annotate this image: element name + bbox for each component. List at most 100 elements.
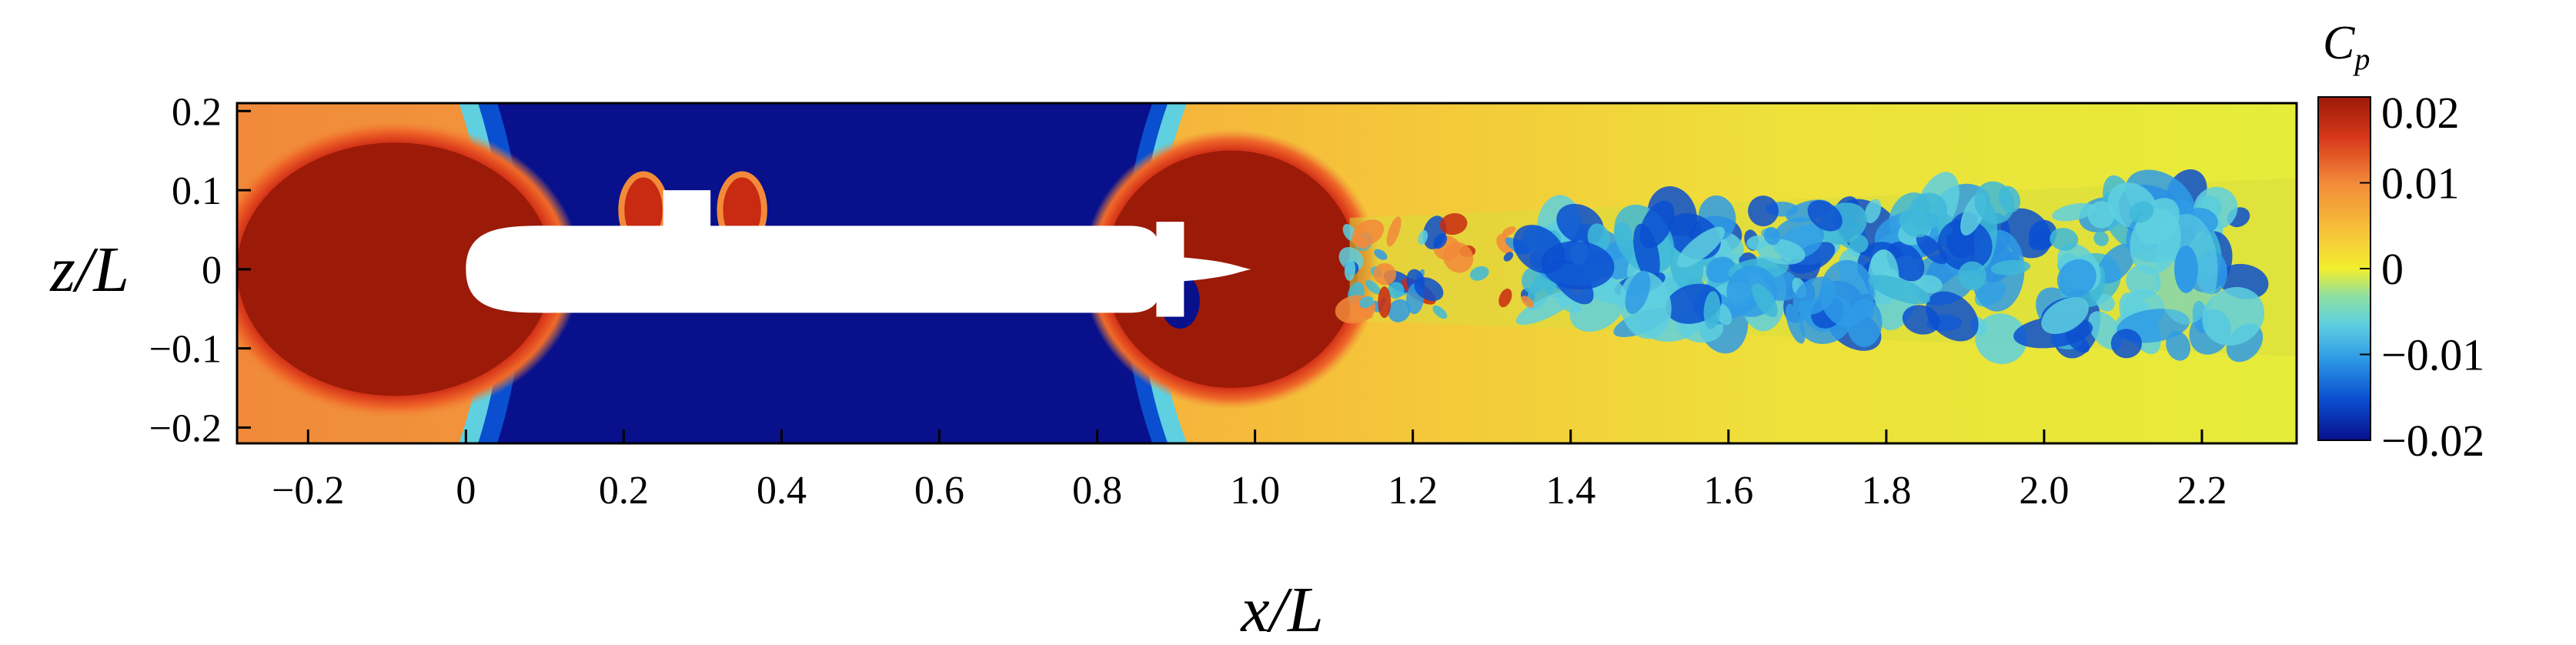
x-tick-label: 1.4 [1545, 469, 1595, 513]
submarine-body [466, 190, 1251, 317]
wake-vortex [1351, 236, 1369, 249]
wake-vortex [1703, 291, 1721, 329]
colorbar-title: Cp [2323, 17, 2370, 76]
colorbar: Cp 0.02 0.01 0 −0.01 −0.02 [2317, 17, 2484, 466]
wake-vortex [1676, 226, 1725, 268]
wake-vortex [2050, 228, 2079, 251]
wake-vortex [2052, 202, 2097, 222]
y-tick-label: 0 [202, 249, 222, 292]
wake-vortex [1846, 299, 1883, 347]
wake-vortex [1916, 275, 1943, 293]
wake-vortex [2202, 286, 2265, 346]
wake-vortex [1975, 313, 2027, 364]
wake-vortex [1706, 256, 1736, 283]
wake-vortex [1521, 296, 1535, 308]
colorbar-title-sub: p [2352, 42, 2370, 76]
wake-vortex [1373, 262, 1397, 286]
bow-high-pressure-core [237, 142, 553, 396]
wake-vortex [1469, 266, 1489, 281]
wake-vortex [1807, 200, 1843, 232]
wake-vortex [1418, 229, 1428, 246]
wake-vortex [1756, 238, 1806, 265]
wake-vortex [1789, 242, 1836, 274]
wake-vortex [1849, 234, 1869, 253]
x-tick-label: 0.4 [757, 469, 807, 513]
wake-vortex [1633, 223, 1660, 282]
x-tick-label: 0.8 [1072, 469, 1122, 513]
y-tick-label: 0.1 [172, 169, 222, 213]
wake-vortex [1359, 296, 1374, 309]
wake-vortex [1522, 266, 1546, 294]
wake-vortex [1387, 282, 1405, 299]
x-tick-label: 1.6 [1703, 469, 1753, 513]
wake-vortex [1365, 279, 1381, 295]
wake-vortex [1498, 288, 1512, 308]
wake-vortex [1351, 300, 1373, 319]
x-axis-title: x/L [1239, 574, 1323, 645]
colorbar-ticks: 0.02 0.01 0 −0.01 −0.02 [2360, 88, 2484, 466]
wake-vortex [1541, 241, 1615, 290]
wake-vortex [1414, 277, 1444, 302]
wake-vortex [1909, 192, 1948, 230]
x-tick-label: 2.2 [2177, 469, 2227, 513]
wake-vortex [1502, 226, 1516, 236]
y-tick-label: −0.1 [149, 328, 222, 372]
x-tick-label: 2.0 [2019, 469, 2069, 513]
wake-vortex [1388, 299, 1411, 322]
bow-high-pressure-region [237, 119, 581, 419]
wake-vortex [2110, 329, 2143, 359]
y-axis-ticks: 0.2 0.1 0 −0.1 −0.2 [149, 90, 251, 450]
colorbar-title-main: C [2323, 17, 2355, 69]
wake-vortex [1439, 213, 1468, 236]
colorbar-tick-label: −0.02 [2381, 416, 2484, 466]
x-tick-label: 0.2 [599, 469, 649, 513]
wake-vortex [1386, 216, 1402, 247]
wake-vortex [1748, 196, 1779, 226]
wake-vortex [1374, 249, 1388, 260]
wake-vortex [1432, 305, 1448, 319]
wake-vortex [1990, 259, 2031, 276]
pressure-field [237, 103, 1381, 443]
wake-vortex [2166, 330, 2190, 361]
wake-vortex [2129, 201, 2154, 223]
wake-vortex [1752, 283, 1778, 318]
x-tick-label: 0.6 [914, 469, 964, 513]
wake-vortex [1902, 305, 1940, 335]
x-tick-label: 1.2 [1388, 469, 1438, 513]
x-tick-label: 0 [456, 469, 476, 513]
x-tick-label: −0.2 [272, 469, 344, 513]
y-axis-title: z/L [49, 234, 129, 306]
plot-frame [236, 102, 2298, 445]
wake-vortex [1625, 270, 1651, 314]
wake-vortex [1763, 226, 1780, 246]
wake-vortex [1378, 286, 1392, 319]
wake-vortex [2096, 293, 2115, 312]
wake-vortex [1503, 252, 1514, 262]
wake-vortex [1613, 222, 1632, 248]
x-tick-label: 1.8 [1861, 469, 1911, 513]
wake-vortex [1926, 291, 1979, 342]
wake-vortex [1916, 234, 1947, 265]
colorbar-tick-label: 0.02 [2381, 88, 2460, 138]
colorbar-tick-label: 0.01 [2381, 159, 2460, 209]
y-tick-label: −0.2 [149, 406, 222, 450]
wake-vortex [1515, 290, 1577, 326]
wake-vortex [2041, 297, 2089, 334]
x-axis-ticks: −0.2 0 0.2 0.4 0.6 0.8 1.0 1.2 1.4 1.6 1.8 2.0 2.2 [272, 429, 2227, 513]
wake-vortex [1974, 181, 2015, 224]
wake-vortex [2056, 259, 2097, 298]
colorbar-tick-label: −0.01 [2381, 330, 2484, 380]
plot-area [237, 103, 2297, 443]
wake-vortex [1937, 219, 1993, 272]
y-tick-label: 0.2 [172, 90, 222, 134]
turbulent-wake [1335, 169, 2297, 364]
wake-vortex [2093, 231, 2109, 246]
wake-vortex [1344, 259, 1356, 281]
colorbar-tick-label: 0 [2381, 244, 2404, 294]
wake-vortex [1864, 199, 1882, 223]
wake-vortex [2097, 243, 2136, 284]
x-tick-label: 1.0 [1230, 469, 1280, 513]
wake-tail-core [2174, 246, 2198, 293]
wake-vortex [1786, 303, 1806, 344]
